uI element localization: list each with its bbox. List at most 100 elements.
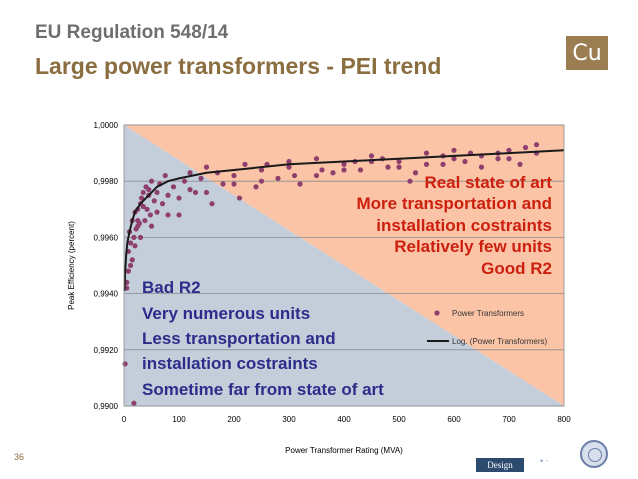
data-point xyxy=(495,156,501,162)
chart-axes: 0,9900 0,9920 0,9940 0,9960 0,9980 1,0000 0 100… xyxy=(67,121,571,455)
data-point xyxy=(407,178,413,184)
data-point xyxy=(286,164,292,170)
data-point xyxy=(451,156,457,162)
data-point xyxy=(291,172,298,179)
annotation-left-line: installation costraints xyxy=(142,354,318,373)
data-point xyxy=(147,212,153,218)
x-tick-label: 600 xyxy=(447,415,461,424)
chart-annotations: Real state of art More transportation and… xyxy=(142,173,552,399)
x-tick-label: 300 xyxy=(282,415,296,424)
data-point xyxy=(181,178,188,184)
data-point xyxy=(165,192,171,198)
annotation-left-line: Sometime far from state of art xyxy=(142,380,384,399)
x-tick-label: 400 xyxy=(337,415,351,424)
data-point xyxy=(122,361,128,367)
y-tick-label: 0,9980 xyxy=(94,177,119,186)
data-point xyxy=(176,212,182,218)
data-point xyxy=(506,147,512,153)
data-point xyxy=(162,172,168,179)
annotation-right-line: installation costraints xyxy=(376,216,552,235)
chart-legend: Power Transformers Log. (Power Transforme… xyxy=(427,309,547,346)
data-point xyxy=(231,181,237,187)
annotation-left-line: Less transportation and xyxy=(142,329,336,348)
data-point xyxy=(192,189,199,196)
region-bad-r2 xyxy=(124,125,564,406)
plot-border xyxy=(123,124,565,407)
data-points xyxy=(122,142,540,406)
data-point xyxy=(396,158,402,165)
data-point xyxy=(203,164,210,170)
data-point xyxy=(440,161,446,167)
footer-mark-icon: • ‧ xyxy=(540,456,549,466)
data-point xyxy=(137,234,144,240)
data-point xyxy=(341,167,347,173)
legend-label-trend: Log. (Power Transformers) xyxy=(452,337,547,346)
data-point xyxy=(357,167,364,173)
data-point xyxy=(423,150,430,156)
data-point xyxy=(146,187,152,193)
data-point xyxy=(242,161,248,167)
data-point xyxy=(423,161,430,167)
data-point xyxy=(198,175,204,181)
data-point xyxy=(176,195,182,201)
annotation-right-line: Real state of art xyxy=(424,173,552,192)
data-point xyxy=(258,178,265,184)
data-point xyxy=(148,178,155,184)
data-point xyxy=(297,181,303,187)
data-point xyxy=(131,400,137,406)
data-point xyxy=(135,223,141,229)
x-tick-label: 800 xyxy=(557,415,571,424)
legend-marker-points xyxy=(434,310,440,316)
data-point xyxy=(319,167,325,173)
data-point xyxy=(462,158,468,165)
y-tick-label: 1,0000 xyxy=(94,121,119,130)
data-point xyxy=(522,144,529,151)
data-point xyxy=(412,170,419,176)
x-tick-label: 200 xyxy=(227,415,241,424)
x-tick-label: 700 xyxy=(502,415,516,424)
university-seal-icon xyxy=(580,440,608,468)
data-point xyxy=(330,170,336,176)
y-tick-label: 0,9920 xyxy=(94,346,119,355)
data-point xyxy=(128,262,134,269)
data-point xyxy=(209,201,215,207)
data-point xyxy=(142,217,148,224)
y-tick-label: 0,9940 xyxy=(94,290,119,299)
legend-label-points: Power Transformers xyxy=(452,309,524,318)
data-point xyxy=(159,201,166,207)
data-point xyxy=(275,175,281,181)
x-tick-label: 100 xyxy=(172,415,186,424)
data-point xyxy=(258,167,265,173)
data-point xyxy=(132,243,138,249)
data-point xyxy=(478,164,485,170)
annotation-right-line: More transportation and xyxy=(356,194,552,213)
data-point xyxy=(154,209,160,215)
data-point xyxy=(203,189,210,196)
slide-title: Large power transformers - PEI trend xyxy=(35,53,442,79)
slide-subtitle: EU Regulation 548/14 xyxy=(35,22,229,43)
data-point xyxy=(517,161,523,167)
data-point xyxy=(170,184,177,190)
x-tick-label: 500 xyxy=(392,415,406,424)
data-point xyxy=(148,223,155,229)
chart-regions xyxy=(124,125,564,406)
data-point xyxy=(236,195,243,201)
copper-logo: Cu xyxy=(566,36,608,70)
data-point xyxy=(151,198,157,204)
data-point xyxy=(144,206,150,212)
data-point xyxy=(131,234,137,240)
annotation-right-line: Relatively few units xyxy=(394,237,552,256)
trend-line xyxy=(123,149,565,291)
data-point xyxy=(128,240,134,246)
page-number: 36 xyxy=(14,452,25,462)
annotation-left-line: Bad R2 xyxy=(142,278,201,297)
data-point xyxy=(451,147,457,153)
y-tick-label: 0,9960 xyxy=(94,233,119,242)
data-point xyxy=(368,153,375,159)
data-point xyxy=(313,172,320,179)
data-point xyxy=(140,189,146,196)
data-point xyxy=(129,257,135,263)
data-point xyxy=(385,164,391,170)
data-point xyxy=(533,142,540,148)
